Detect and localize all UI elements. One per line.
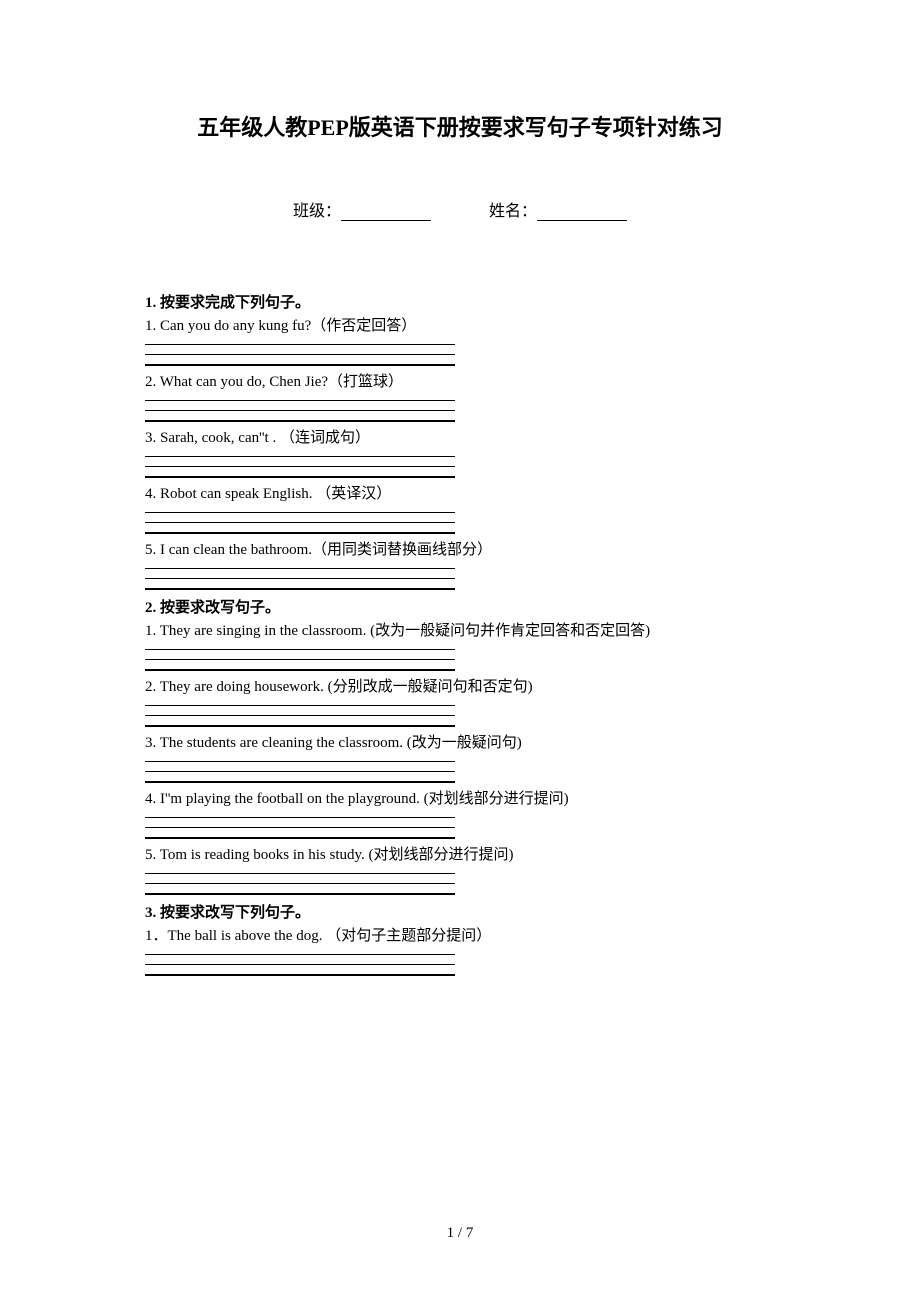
- answer-line: [145, 867, 455, 874]
- answer-line: [145, 348, 455, 355]
- answer-line: [145, 709, 455, 716]
- section-3: 3. 按要求改写下列句子。 1．The ball is above the do…: [145, 901, 775, 976]
- section-1: 1. 按要求完成下列句子。 1. Can you do any kung fu?…: [145, 291, 775, 590]
- section-title: 3. 按要求改写下列句子。: [145, 901, 775, 922]
- answer-line: [145, 450, 455, 457]
- answer-line: [145, 562, 455, 569]
- question-group: 3. The students are cleaning the classro…: [145, 733, 775, 783]
- answer-line: [145, 765, 455, 772]
- answer-line: [145, 663, 455, 671]
- answer-line: [145, 699, 455, 706]
- answer-line: [145, 572, 455, 579]
- answer-line: [145, 470, 455, 478]
- question-text: 2. What can you do, Chen Jie?（打篮球）: [145, 372, 775, 393]
- answer-line: [145, 887, 455, 895]
- answer-line: [145, 775, 455, 783]
- answer-line: [145, 821, 455, 828]
- question-text: 3. The students are cleaning the classro…: [145, 733, 775, 754]
- question-group: 1．The ball is above the dog. （对句子主题部分提问）: [145, 926, 775, 976]
- answer-line: [145, 404, 455, 411]
- answer-line: [145, 831, 455, 839]
- answer-line: [145, 460, 455, 467]
- name-label: 姓名：: [489, 197, 537, 221]
- question-text: 1. They are singing in the classroom. (改…: [145, 621, 775, 642]
- answer-line: [145, 811, 455, 818]
- answer-line: [145, 948, 455, 955]
- answer-line: [145, 877, 455, 884]
- question-text: 1. Can you do any kung fu?（作否定回答）: [145, 316, 775, 337]
- question-group: 1. Can you do any kung fu?（作否定回答）: [145, 316, 775, 366]
- answer-line: [145, 394, 455, 401]
- question-group: 5. I can clean the bathroom.（用同类词替换画线部分）: [145, 540, 775, 590]
- form-row: 班级： 姓名：: [145, 197, 775, 221]
- document-title: 五年级人教PEP版英语下册按要求写句子专项针对练习: [145, 110, 775, 142]
- question-text: 3. Sarah, cook, can''t . （连词成句）: [145, 428, 775, 449]
- class-blank: [341, 203, 431, 221]
- question-group: 2. What can you do, Chen Jie?（打篮球）: [145, 372, 775, 422]
- page-number: 1 / 7: [0, 1225, 920, 1242]
- answer-line: [145, 506, 455, 513]
- question-group: 1. They are singing in the classroom. (改…: [145, 621, 775, 671]
- question-group: 5. Tom is reading books in his study. (对…: [145, 845, 775, 895]
- question-text: 1．The ball is above the dog. （对句子主题部分提问）: [145, 926, 775, 947]
- question-text: 5. Tom is reading books in his study. (对…: [145, 845, 775, 866]
- answer-line: [145, 643, 455, 650]
- name-blank: [537, 203, 627, 221]
- answer-line: [145, 358, 455, 366]
- answer-line: [145, 582, 455, 590]
- answer-line: [145, 719, 455, 727]
- question-text: 4. Robot can speak English. （英译汉）: [145, 484, 775, 505]
- answer-line: [145, 526, 455, 534]
- answer-line: [145, 338, 455, 345]
- section-title: 2. 按要求改写句子。: [145, 596, 775, 617]
- question-text: 5. I can clean the bathroom.（用同类词替换画线部分）: [145, 540, 775, 561]
- answer-line: [145, 516, 455, 523]
- answer-line: [145, 755, 455, 762]
- section-title: 1. 按要求完成下列句子。: [145, 291, 775, 312]
- class-label: 班级：: [293, 197, 341, 221]
- section-2: 2. 按要求改写句子。 1. They are singing in the c…: [145, 596, 775, 895]
- question-group: 3. Sarah, cook, can''t . （连词成句）: [145, 428, 775, 478]
- answer-line: [145, 653, 455, 660]
- question-text: 2. They are doing housework. (分别改成一般疑问句和…: [145, 677, 775, 698]
- question-text: 4. I''m playing the football on the play…: [145, 789, 775, 810]
- answer-line: [145, 958, 455, 965]
- question-group: 2. They are doing housework. (分别改成一般疑问句和…: [145, 677, 775, 727]
- answer-line: [145, 968, 455, 976]
- question-group: 4. I''m playing the football on the play…: [145, 789, 775, 839]
- answer-line: [145, 414, 455, 422]
- question-group: 4. Robot can speak English. （英译汉）: [145, 484, 775, 534]
